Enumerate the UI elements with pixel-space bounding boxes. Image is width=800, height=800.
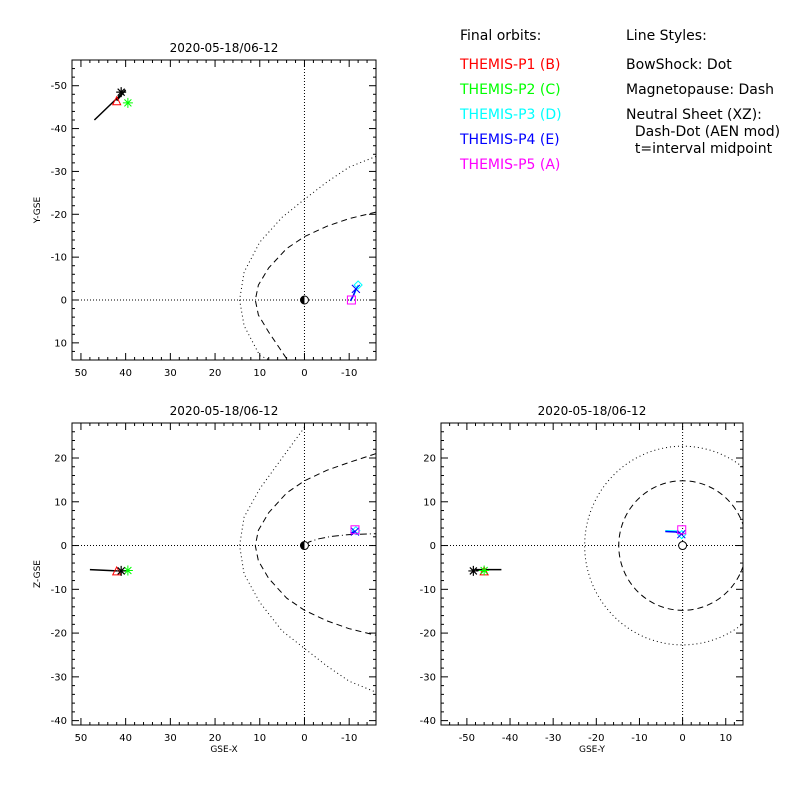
legend-style-magnetopause: Magnetopause: Dash [626,82,775,98]
x-tick-label: -40 [502,733,518,744]
plot-area [72,60,376,360]
legend-orbit-p4: THEMIS-P4 (E) [460,132,560,148]
x-tick-label: -10 [341,368,357,379]
marker-themis-p2 [122,565,133,576]
x-tick-label: 50 [75,368,88,379]
marker-themis-p5 [346,295,356,305]
x-tick-label: 20 [209,368,222,379]
end-marker [116,565,127,576]
end-marker [116,87,127,98]
x-tick-label: -10 [631,733,647,744]
y-tick-label: -30 [420,672,436,683]
plot-frame [440,422,744,726]
x-tick-label: 50 [75,733,88,744]
x-tick-label: -50 [459,733,475,744]
boundary-bowshock [239,427,376,693]
x-axis-label: GSE-X [210,745,237,755]
boundary-neutral-sheet-xz [306,533,376,546]
earth-icon [299,295,309,305]
x-tick-label: 40 [119,733,132,744]
marker-themis-p2 [122,97,133,108]
legend-style-bowshock: BowShock: Dot [626,57,732,73]
y-tick-label: 20 [54,454,67,465]
y-tick-label: -50 [51,81,67,92]
x-axis-label: GSE-Y [579,745,606,755]
earth-icon [678,541,688,551]
plot-area [441,423,743,725]
earth-icon [299,541,309,551]
x-tick-label: 30 [164,733,177,744]
marker-themis-p3 [353,280,363,290]
end-marker [468,565,479,576]
y-tick-label: -10 [51,253,67,264]
x-tick-label: 0 [301,733,307,744]
track-themis-p4 [349,288,357,302]
panel-title: 2020-05-18/06-12 [538,404,647,418]
boundary-magnetopause [254,211,376,360]
y-tick-label: 0 [430,541,436,552]
y-tick-label: -30 [51,167,67,178]
y-tick-label: 10 [423,497,436,508]
x-tick-label: 20 [209,733,222,744]
panel-2: 50 40 30 20 10 0 -10 -40 -30 -20 -10 0 10 20 2020-05-1… [33,404,377,755]
y-tick-label: 10 [54,497,67,508]
boundary-bowshock [239,155,376,360]
boundary-magnetopause [254,453,376,636]
legend-style-midpoint: t=interval midpoint [626,141,773,157]
marker-themis-p4 [351,284,361,294]
boundary-magnetopause [618,480,743,611]
marker-themis-p1 [111,95,122,106]
panel-title: 2020-05-18/06-12 [170,404,279,418]
y-tick-label: -40 [51,124,67,135]
y-tick-label: -10 [420,585,436,596]
legend-orbit-p3: THEMIS-P3 (D) [460,107,562,123]
legend-style-neutral-sheet: Neutral Sheet (XZ): [626,107,762,123]
y-axis-label: Z-GSE [33,560,43,588]
legend-orbits-title: Final orbits: [460,28,542,44]
x-tick-label: -20 [588,733,604,744]
legend-orbit-p1: THEMIS-P1 (B) [460,57,561,73]
legend-orbit-p2: THEMIS-P2 (C) [460,82,561,98]
y-axis-label: Y-GSE [33,197,43,225]
y-tick-label: -40 [51,716,67,727]
x-tick-label: 10 [719,733,732,744]
y-tick-label: -10 [51,585,67,596]
y-tick-label: 20 [423,454,436,465]
x-tick-label: 0 [679,733,685,744]
legend-styles-title: Line Styles: [626,28,707,44]
y-tick-label: -40 [420,716,436,727]
x-tick-label: 0 [301,368,307,379]
plot-area [72,423,376,725]
marker-themis-p5 [350,525,360,535]
y-tick-label: 10 [54,338,67,349]
legend-orbit-p5: THEMIS-P5 (A) [460,157,561,173]
track-themis-p1 [93,89,127,121]
x-tick-label: -10 [341,733,357,744]
y-tick-label: 0 [61,296,67,307]
x-tick-label: 40 [119,368,132,379]
marker-themis-p2 [479,565,490,576]
boundary-bowshock [584,445,743,646]
marker-themis-p5 [677,525,687,535]
y-tick-label: -20 [51,629,67,640]
panel-1: 50 40 30 20 10 0 -10 10 0 -10 -20 -30 -40 -50 2020-05-… [33,41,377,379]
panel-title: 2020-05-18/06-12 [170,41,279,55]
y-tick-label: -20 [51,210,67,221]
panel-3: -50 -40 -30 -20 -10 0 10 -40 -30 -20 -10 0 10 20 2020-… [420,404,744,755]
y-tick-label: 0 [61,541,67,552]
track-themis-p1 [89,568,117,572]
x-tick-label: 10 [253,368,266,379]
y-tick-label: -20 [420,629,436,640]
x-tick-label: 10 [253,733,266,744]
x-tick-label: -30 [545,733,561,744]
y-tick-label: -30 [51,672,67,683]
legend-style-dashdot: Dash-Dot (AEN mod) [626,124,781,140]
x-tick-label: 30 [164,368,177,379]
